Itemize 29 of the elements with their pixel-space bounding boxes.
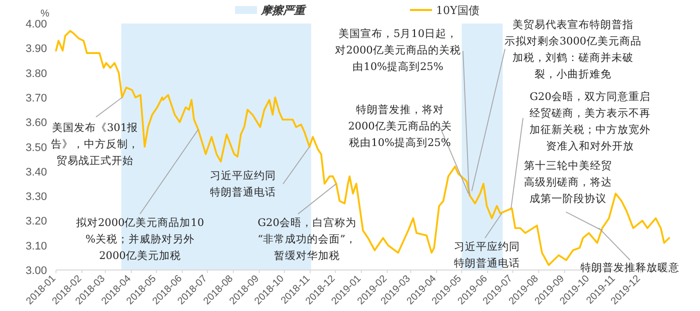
y-tick-label: 3.90 <box>26 43 47 56</box>
annotation: 习近平应约同特朗普通电话 <box>210 146 310 198</box>
y-axis-title: % <box>40 8 50 20</box>
annotation: G20会晤，白宫称为“非常成功的会面”，暂缓对华加税 <box>258 216 356 262</box>
legend-label: 摩擦严重 <box>260 4 307 17</box>
annotation: 特朗普发推，将对2000亿美元商品的关税由10%提高到25% <box>348 104 469 194</box>
y-tick-label: 3.60 <box>26 117 47 130</box>
y-tick-label: 3.00 <box>26 265 47 277</box>
annotation: 美国发布《301报告》，中方反制，贸易战正式开始 <box>51 121 139 167</box>
y-tick-label: 3.70 <box>26 92 47 104</box>
annotation: 习近平应约同特朗普通电话 <box>454 240 520 270</box>
y-tick-label: 3.40 <box>26 166 47 178</box>
annotation: 习近平应约同特朗普通电话 <box>454 212 520 270</box>
y-tick-label: 3.80 <box>26 68 47 80</box>
annotation: G20会晤，双方同意重启经贸磋商，美方表示不再加征新关税；中方放宽外资准入和对外开放 <box>530 90 650 152</box>
y-tick-label: 3.20 <box>26 216 47 228</box>
annotation: 特朗普发推释放暖意 <box>580 261 680 274</box>
y-tick-label: 3.30 <box>26 191 47 204</box>
annotation: 第十三轮中美经贸高级别磋商，将达成第一阶段协议 <box>524 159 612 205</box>
annotation: 拟对2000亿美元商品加10%关税；并威胁对另外2000亿美元加税 <box>76 216 204 262</box>
y-tick-label: 3.50 <box>26 142 47 154</box>
annotation: 美国宣布，5月10日起，对2000亿美元商品的关税由10%提高到25% <box>335 27 461 73</box>
annotation: 美贸易代表宣布特朗普指示拟对剩余3000亿美元商品加税，刘鹤：磋商并未破裂，小曲折难免 <box>504 18 642 80</box>
annotation: 美国发布《301报告》，中方反制，贸易战正式开始 <box>51 97 139 167</box>
annotation: 特朗普发推，将对2000亿美元商品的关税由10%提高到25% <box>348 103 452 149</box>
y-tick-label: 3.10 <box>26 240 47 252</box>
y-tick-label: 4.00 <box>26 18 47 30</box>
annotation: 习近平应约同特朗普通电话 <box>210 169 276 198</box>
legend-label: 10Y国债 <box>436 4 480 17</box>
